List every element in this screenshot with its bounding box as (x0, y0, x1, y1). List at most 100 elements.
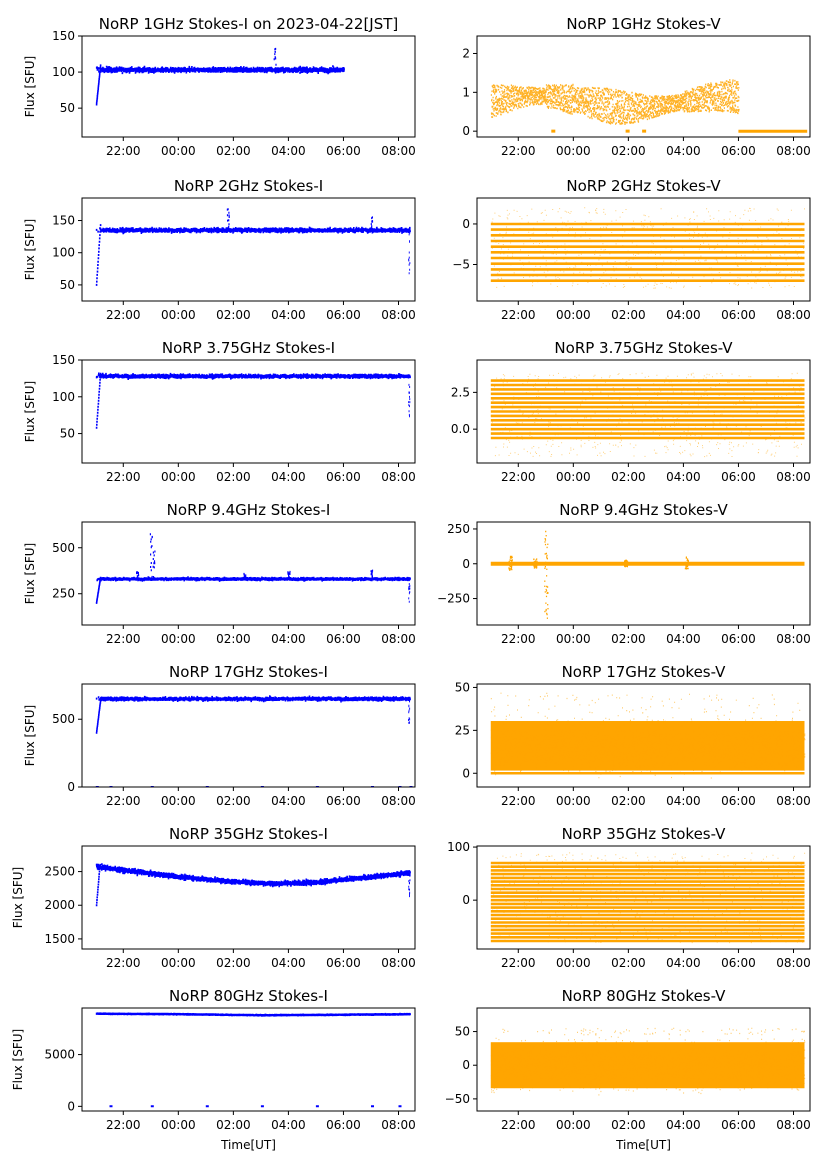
x-tick-label: 06:00 (326, 956, 361, 970)
subplot-5: NoRP 3.75GHz Stokes-I 50 100 150 22:00 00:00 0… (23, 339, 416, 484)
x-tick-label: 22:00 (501, 308, 536, 322)
subplot-11: NoRP 35GHz Stokes-I 1500 2000 2500 22:00 00:0… (11, 825, 416, 970)
subplot-title: NoRP 9.4GHz Stokes-I (167, 501, 331, 519)
y-tick-label: 0 (462, 766, 470, 780)
y-tick-label: 150 (52, 353, 75, 367)
x-tick-label: 22:00 (501, 1118, 536, 1132)
series-points (490, 530, 805, 619)
y-tick-label: 100 (447, 840, 470, 854)
axes-frame (476, 359, 811, 464)
x-tick-label: 00:00 (161, 1118, 196, 1132)
x-tick-label: 22:00 (106, 470, 141, 484)
series-points (490, 1027, 806, 1096)
y-tick-label: 1 (462, 85, 470, 99)
x-tick-label: 02:00 (216, 956, 251, 970)
y-tick-label: 2.5 (451, 385, 470, 399)
subplot-9: NoRP 17GHz Stokes-I 0 500 22:00 00:00 02:00 04… (23, 663, 416, 808)
x-tick-label: 00:00 (161, 794, 196, 808)
x-tick-label: 08:00 (381, 470, 416, 484)
y-tick-label: −5 (452, 258, 470, 272)
y-tick-label: 50 (60, 101, 75, 115)
x-tick-label: 06:00 (326, 144, 361, 158)
x-tick-label: 00:00 (556, 1118, 591, 1132)
x-tick-label: 04:00 (271, 794, 306, 808)
series-points (490, 207, 805, 289)
subplot-title: NoRP 1GHz Stokes-I on 2023-04-22[JST] (99, 15, 399, 33)
y-tick-label: 2500 (44, 865, 75, 879)
x-tick-label: 08:00 (381, 308, 416, 322)
x-tick-label: 08:00 (381, 632, 416, 646)
y-tick-label: 500 (52, 712, 75, 726)
y-tick-label: 50 (60, 278, 75, 292)
subplot-12: NoRP 35GHz Stokes-V 0 100 22:00 00:00 02:00 04… (447, 825, 811, 970)
x-tick-label: 02:00 (611, 956, 646, 970)
x-tick-label: 00:00 (161, 308, 196, 322)
x-tick-label: 22:00 (106, 794, 141, 808)
series-points (95, 695, 413, 787)
x-tick-label: 06:00 (326, 632, 361, 646)
x-tick-label: 04:00 (271, 470, 306, 484)
y-tick-label: 0 (462, 1058, 470, 1072)
x-tick-label: 22:00 (106, 1118, 141, 1132)
y-tick-label: 50 (455, 680, 470, 694)
y-axis-label: Flux [SFU] (23, 705, 37, 766)
x-tick-label: 00:00 (556, 144, 591, 158)
y-tick-label: 50 (455, 1025, 470, 1039)
y-tick-label: 5000 (44, 1048, 75, 1062)
x-tick-label: 00:00 (161, 632, 196, 646)
series-points (95, 533, 411, 604)
x-tick-label: 06:00 (721, 794, 756, 808)
series-points (490, 79, 808, 133)
series-points (490, 372, 806, 458)
x-tick-label: 08:00 (776, 632, 811, 646)
subplot-title: NoRP 3.75GHz Stokes-V (554, 339, 733, 357)
series-points (95, 1012, 411, 1108)
x-tick-label: 08:00 (381, 1118, 416, 1132)
series-points (95, 863, 411, 907)
y-tick-label: 50 (60, 427, 75, 441)
y-axis-label: Flux [SFU] (23, 381, 37, 442)
x-tick-label: 04:00 (666, 956, 701, 970)
x-tick-label: 02:00 (216, 1118, 251, 1132)
x-tick-label: 08:00 (776, 470, 811, 484)
x-axis-label: Time[UT] (615, 1138, 671, 1152)
x-tick-label: 06:00 (721, 144, 756, 158)
x-tick-label: 04:00 (666, 632, 701, 646)
x-tick-label: 02:00 (611, 470, 646, 484)
subplot-title: NoRP 9.4GHz Stokes-V (559, 501, 728, 519)
x-tick-label: 02:00 (216, 470, 251, 484)
x-tick-label: 02:00 (611, 632, 646, 646)
axes-frame (476, 197, 811, 302)
x-tick-label: 22:00 (501, 470, 536, 484)
axes-frame (476, 1007, 811, 1112)
series-points (95, 372, 411, 429)
subplot-4: NoRP 2GHz Stokes-V −5 0 22:00 00:00 02:00 04:0… (452, 177, 810, 322)
y-tick-label: 500 (52, 541, 75, 555)
series-points (490, 852, 806, 944)
x-tick-label: 02:00 (216, 144, 251, 158)
y-tick-label: 1500 (44, 932, 75, 946)
x-tick-label: 04:00 (271, 1118, 306, 1132)
axes-frame (476, 35, 811, 138)
subplot-8: NoRP 9.4GHz Stokes-V −250 0 250 22:00 00:00 02… (437, 501, 811, 646)
axes-frame (476, 521, 811, 626)
y-tick-label: 0 (462, 124, 470, 138)
x-tick-label: 00:00 (161, 470, 196, 484)
axes-frame (476, 845, 811, 950)
y-tick-label: 150 (52, 214, 75, 228)
y-tick-label: 0 (462, 217, 470, 231)
x-tick-label: 06:00 (721, 632, 756, 646)
x-tick-label: 06:00 (326, 470, 361, 484)
y-tick-label: −250 (437, 592, 470, 606)
y-tick-label: 25 (455, 723, 470, 737)
axes-frame (81, 683, 416, 788)
axes-frame (81, 359, 416, 464)
x-tick-label: 22:00 (106, 308, 141, 322)
x-tick-label: 22:00 (501, 632, 536, 646)
subplot-13: NoRP 80GHz Stokes-I 0 5000 22:00 00:00 02:00 0… (11, 987, 416, 1152)
x-tick-label: 22:00 (106, 956, 141, 970)
x-tick-label: 08:00 (776, 1118, 811, 1132)
x-tick-label: 00:00 (556, 632, 591, 646)
y-tick-label: 2000 (44, 898, 75, 912)
x-tick-label: 08:00 (776, 144, 811, 158)
